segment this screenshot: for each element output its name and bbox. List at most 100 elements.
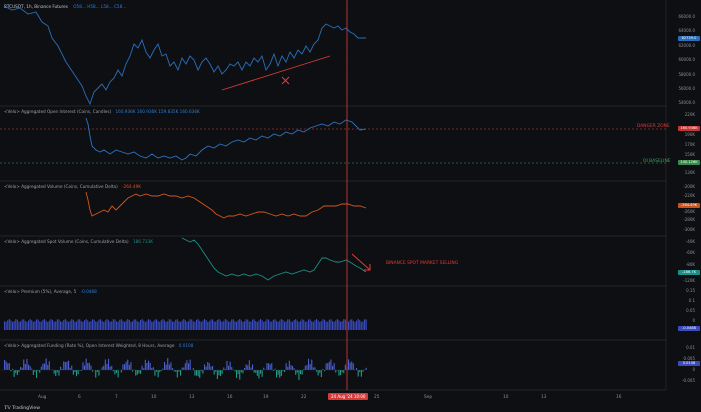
premium-bar [293,320,295,330]
premium-bar [127,319,129,330]
cvd-line [85,191,367,219]
premium-bar [40,321,42,330]
premium-bar [224,319,226,330]
funding-bar [133,369,135,370]
premium-bar [216,320,218,330]
x-tick: 16 [616,395,622,400]
tradingview-logo[interactable]: 𝕋𝕍 TradingView [4,406,40,411]
trend-line [221,55,331,91]
premium-bar [248,321,250,330]
cvd-tick: -300K [683,227,695,232]
funding-bar [282,370,284,372]
premium-bar [183,319,185,330]
funding-bar [359,370,361,373]
funding-badge: 0.0108 [678,361,700,366]
premium-bar [196,319,198,330]
cvd-values: -264.49K [122,184,141,189]
funding-bar [60,366,62,370]
premium-values: -0.0488 [80,289,97,294]
funding-pane-title[interactable]: <Velo> Aggregated Funding (Rate %), Open… [4,343,193,348]
funding-bar [24,364,26,370]
premium-bar [279,320,281,330]
premium-bar [15,319,17,330]
funding-bar [261,370,263,377]
premium-pane-title[interactable]: <Velo> Premium (5%), Average, 5 -0.0488 [4,289,97,294]
premium-bar [301,319,303,330]
funding-tick: 0.01 [686,345,695,350]
x-tick: 10 [503,395,509,400]
funding-bar [341,370,343,373]
funding-bar [103,365,105,370]
binance-selling-label: BINANCE SPOT MARKET SELLING [386,261,459,266]
premium-bar [192,321,194,330]
premium-bar [186,321,188,330]
funding-bar [274,368,276,370]
premium-bar [144,322,146,330]
funding-bar [159,370,161,373]
funding-bar [296,370,298,373]
funding-bar [55,370,57,377]
funding-bar [290,365,292,370]
oi-pane-title[interactable]: <Velo> Aggregated Open Interest (Coins, … [4,109,200,114]
premium-bar [256,322,258,330]
symbol-title[interactable]: BTCUSDT, 1h, Binance Futures O58... H58.… [4,4,126,9]
oi-baseline-label: OI BASELINE [643,159,671,164]
funding-bar [122,364,124,370]
funding-bar [58,370,60,376]
premium-bar [85,319,87,330]
premium-bar [72,319,74,330]
cvd-tick: -260K [683,209,695,214]
price-tick: 62000.0 [678,43,695,48]
premium-bar [309,319,311,330]
funding-bar [79,370,81,371]
premium-bar [232,319,234,330]
premium-bar [255,321,257,330]
ohlc-values: O58... H58... L58... C58... [73,4,127,9]
funding-bar [303,369,305,370]
premium-bar [141,319,143,330]
premium-bar [42,319,44,330]
premium-title-text: <Velo> Premium (5%), Average, 5 [4,289,77,294]
funding-bar [154,370,156,376]
funding-bar [247,365,249,370]
premium-bar [277,322,279,330]
funding-bar [301,370,303,375]
spot-pane-title[interactable]: <Velo> Aggregated Spot Volume (Coins, Cu… [4,239,153,244]
premium-bar [282,320,284,330]
funding-bar [216,370,218,380]
funding-bar [333,363,335,370]
funding-tick: 0.005 [683,356,695,361]
premium-bar [172,321,174,330]
funding-title-text: <Velo> Aggregated Funding (Rate %), Open… [4,343,175,348]
price-tick: 54000.0 [678,100,695,105]
funding-bar [236,370,238,378]
funding-bar [285,363,287,370]
funding-bar [312,367,314,370]
premium-bar [356,320,358,330]
premium-bar [332,321,334,330]
premium-bar [125,320,127,330]
cvd-pane-title[interactable]: <Velo> Aggregated Volume (Coins, Cumulat… [4,184,141,189]
premium-bar [77,319,79,330]
premium-bar [298,322,300,330]
funding-bar [207,362,209,370]
funding-bar [124,364,126,370]
funding-bar [215,370,217,372]
funding-bar [316,370,318,372]
funding-bar [242,370,244,374]
funding-bar [188,363,190,370]
funding-bar [29,366,31,370]
premium-bar [244,321,246,330]
funding-bar [306,365,308,370]
premium-bar [53,321,55,330]
premium-bar [79,319,81,330]
funding-bar [56,370,58,373]
x-tick: 16 [227,395,233,400]
cvd-title-text: <Velo> Aggregated Volume (Coins, Cumulat… [4,184,118,189]
premium-bar [213,321,215,330]
premium-bar [143,320,145,330]
price-scale[interactable]: 66000.0 64000.0 62000.0 60000.0 58000.0 … [667,0,701,400]
funding-bar [356,368,358,370]
funding-bar [15,370,17,374]
